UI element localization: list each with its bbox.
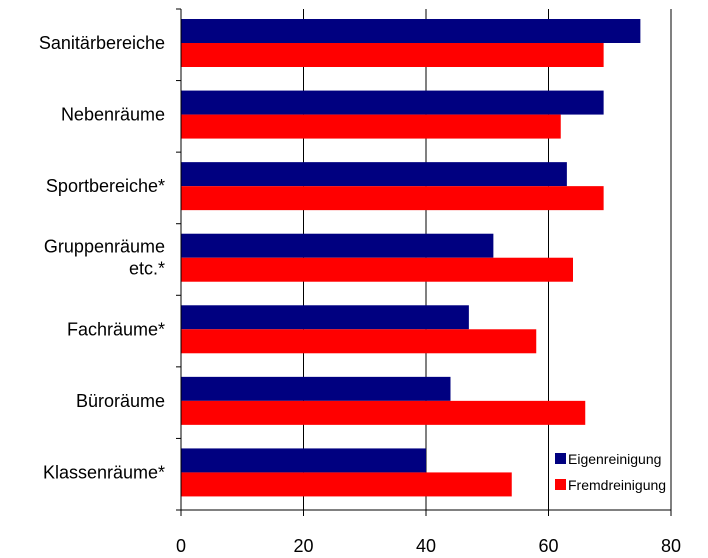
- bar-eigenreinigung-6: [181, 448, 426, 473]
- legend: Eigenreinigung Fremdreinigung: [555, 451, 666, 493]
- x-tick-label-60: 60: [538, 536, 558, 556]
- bar-fremdreinigung-2: [181, 186, 604, 211]
- bar-eigenreinigung-0: [181, 19, 641, 43]
- legend-label-eigenreinigung: Eigenreinigung: [568, 451, 661, 467]
- x-tick-label-0: 0: [176, 536, 186, 556]
- bar-fremdreinigung-3: [181, 257, 573, 282]
- category-label-5: Büroräume: [76, 391, 165, 411]
- category-label-0: Sanitärbereiche: [39, 33, 165, 53]
- bar-fremdreinigung-1: [181, 114, 561, 139]
- category-label-2: Sportbereiche*: [46, 176, 165, 196]
- legend-swatch-fremdreinigung: [555, 479, 566, 490]
- bar-eigenreinigung-1: [181, 90, 604, 115]
- bars: [181, 19, 641, 497]
- axes: [176, 8, 672, 516]
- category-label-1: Nebenräume: [61, 105, 165, 125]
- category-labels: Sanitärbereiche Nebenräume Sportbereiche* G…: [39, 33, 165, 482]
- x-tick-label-40: 40: [416, 536, 436, 556]
- legend-label-fremdreinigung: Fremdreinigung: [568, 477, 666, 493]
- category-label-3: Gruppenräume etc.*: [44, 237, 165, 279]
- bar-fremdreinigung-6: [181, 472, 512, 497]
- bar-fremdreinigung-0: [181, 43, 604, 67]
- bar-eigenreinigung-5: [181, 376, 451, 401]
- category-label-4: Fachräume*: [67, 319, 165, 339]
- x-tick-labels: 0 20 40 60 80: [176, 536, 681, 556]
- bar-fremdreinigung-5: [181, 400, 586, 425]
- bar-eigenreinigung-2: [181, 162, 567, 187]
- bar-eigenreinigung-3: [181, 233, 494, 258]
- legend-swatch-eigenreinigung: [555, 453, 566, 464]
- category-label-6: Klassenräume*: [43, 462, 165, 482]
- x-tick-label-20: 20: [293, 536, 313, 556]
- x-tick-label-80: 80: [661, 536, 681, 556]
- bar-fremdreinigung-4: [181, 329, 537, 354]
- bar-eigenreinigung-4: [181, 305, 469, 330]
